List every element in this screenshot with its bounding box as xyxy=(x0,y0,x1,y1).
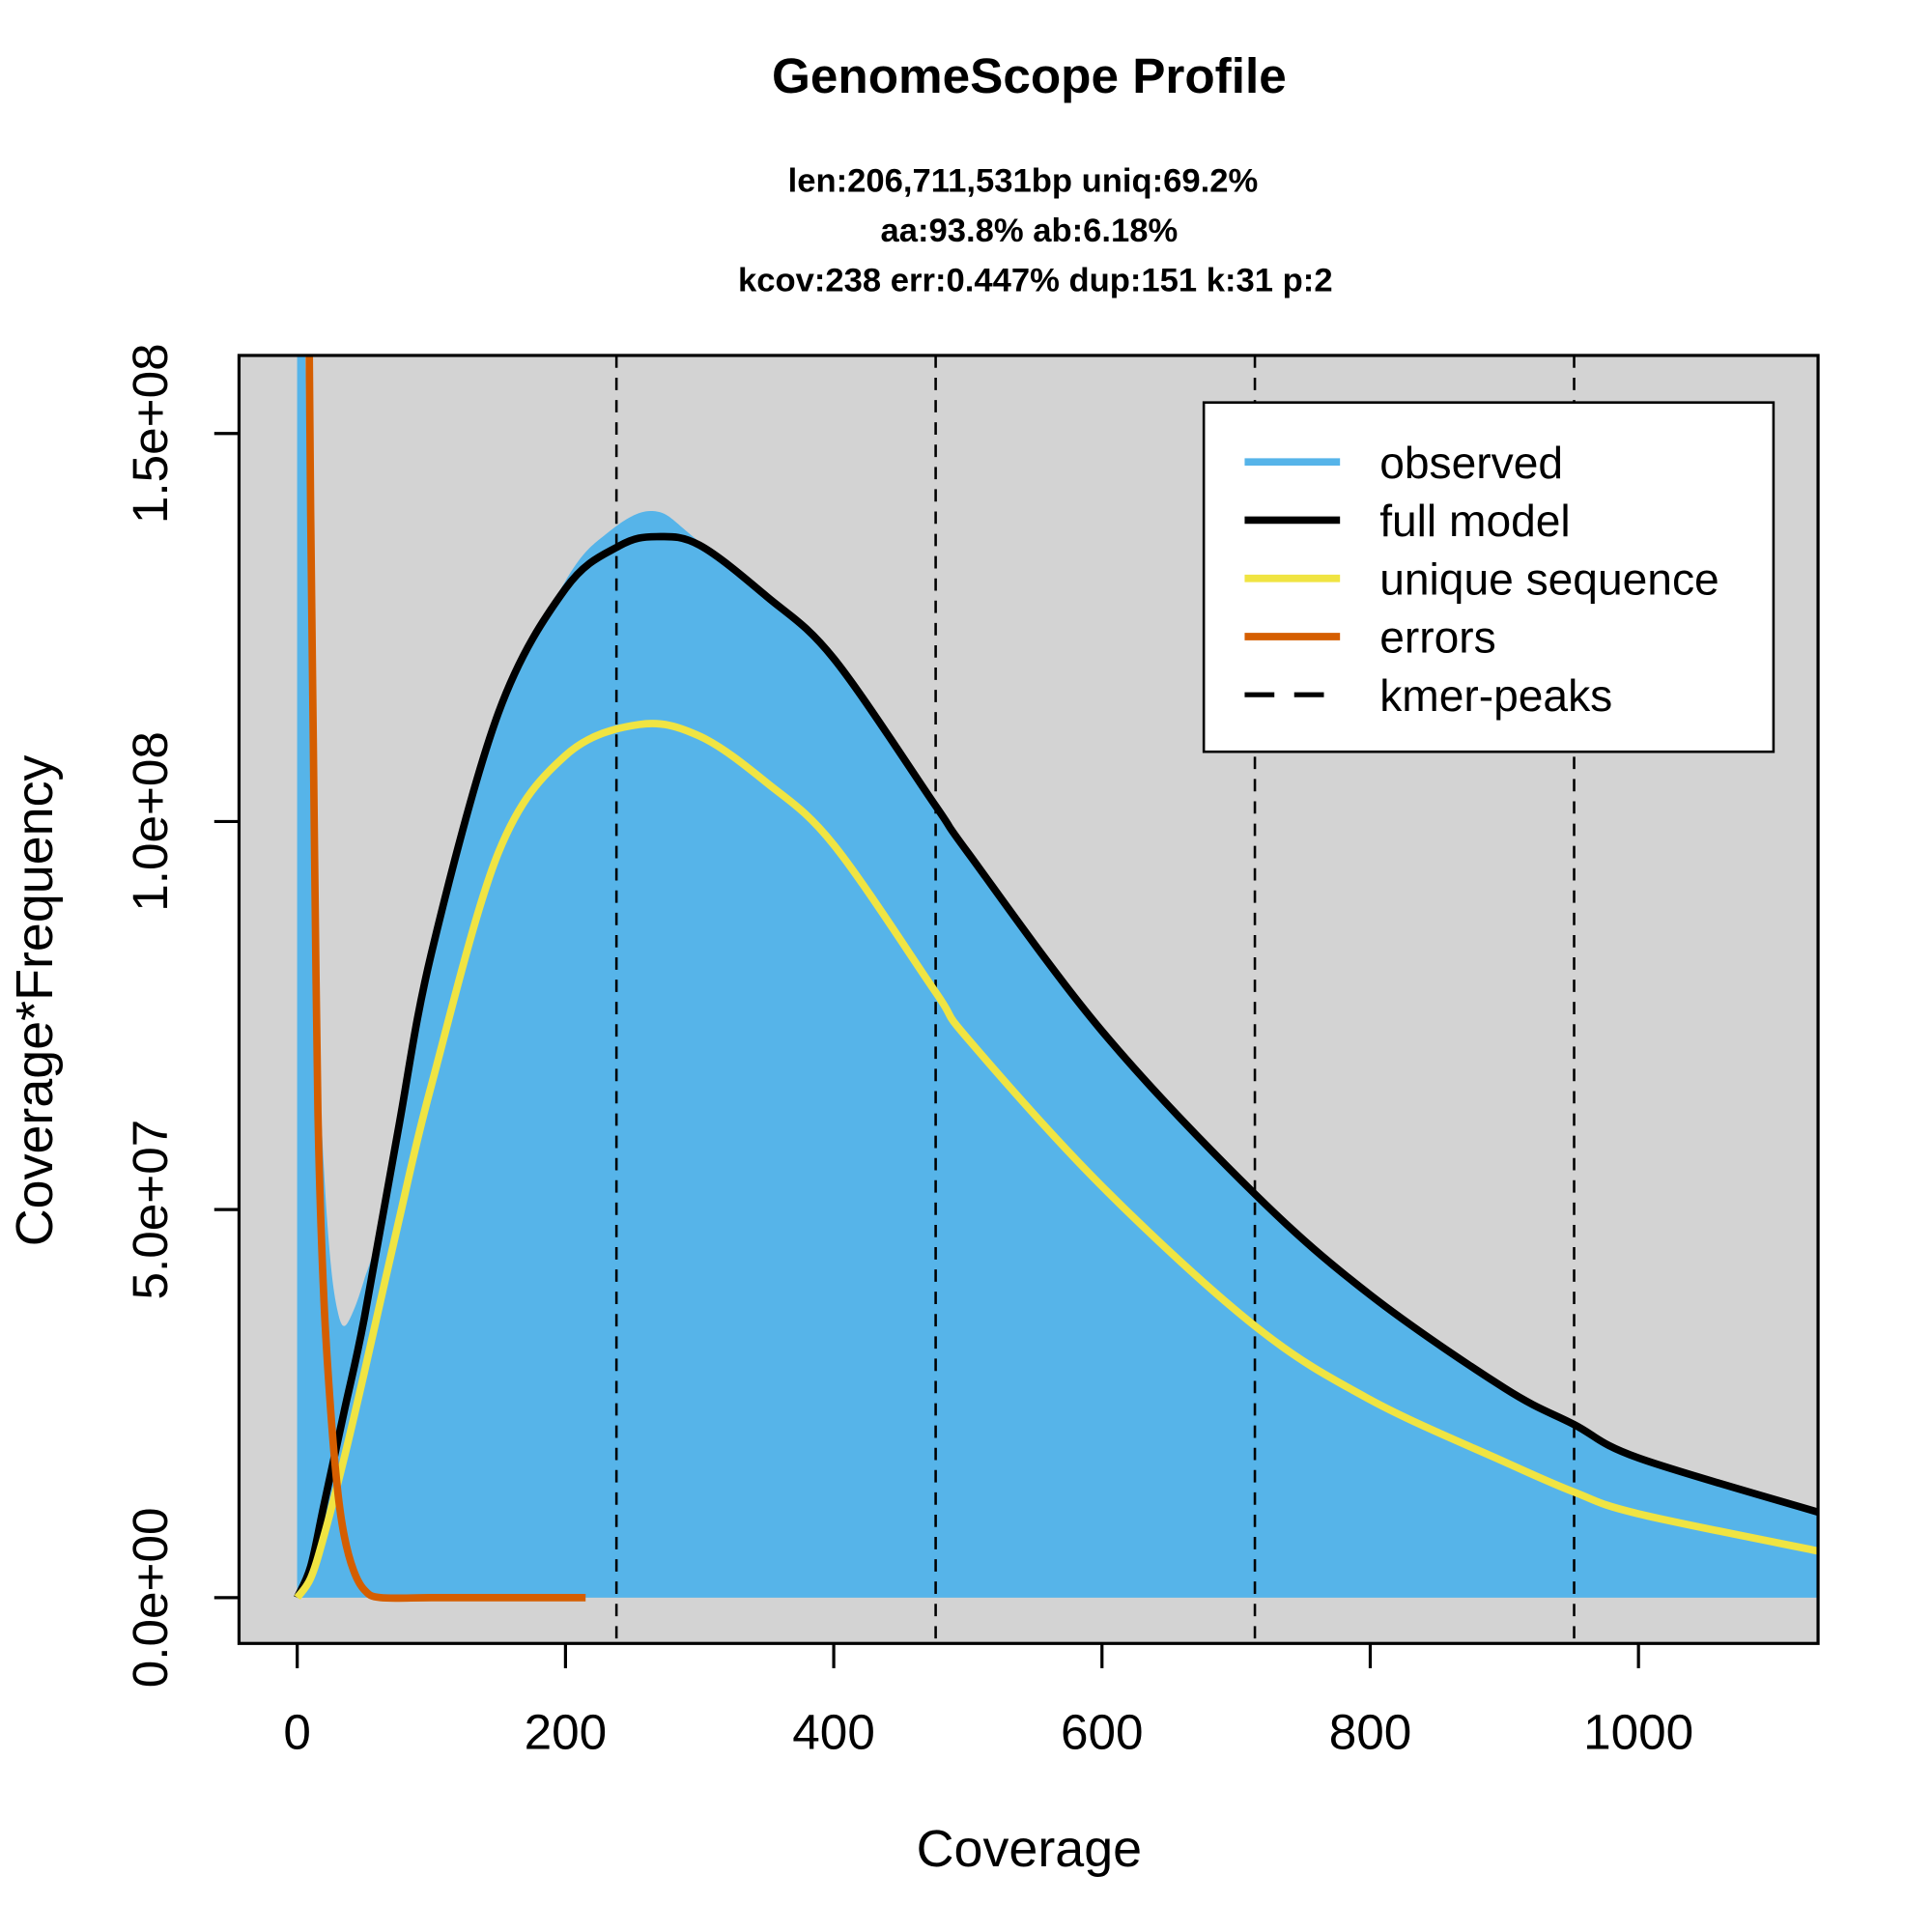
x-tick-label: 1000 xyxy=(1583,1704,1693,1759)
observed-low-coverage-spike xyxy=(297,355,306,1598)
x-tick-label: 800 xyxy=(1329,1704,1412,1759)
legend: observed full model unique sequence errors k… xyxy=(1202,401,1776,753)
y-axis-label: Coverage*Frequency xyxy=(6,754,64,1246)
y-tick-label: 1.0e+08 xyxy=(123,731,178,912)
subtitle-line-1: len:206,711,531bp uniq:69.2% xyxy=(788,163,1259,200)
legend-label: full model xyxy=(1379,496,1570,546)
y-tick-label: 5.0e+07 xyxy=(123,1120,178,1300)
legend-label: kmer-peaks xyxy=(1379,670,1612,721)
legend-label: observed xyxy=(1379,438,1563,488)
y-tick-label: 1.5e+08 xyxy=(123,343,178,524)
x-tick-label: 400 xyxy=(792,1704,875,1759)
errors-line xyxy=(305,355,586,1603)
x-tick-label: 600 xyxy=(1061,1704,1144,1759)
unique-sequence-line xyxy=(294,720,1819,1601)
subtitle-line-2: aa:93.8% ab:6.18% xyxy=(880,213,1178,249)
y-tick-label: 0.0e+00 xyxy=(123,1507,178,1688)
legend-label: errors xyxy=(1379,612,1496,663)
chart-title: GenomeScope Profile xyxy=(772,48,1287,103)
x-axis-label: Coverage xyxy=(917,1820,1142,1878)
plot-frame xyxy=(237,354,1820,1645)
subtitle-line-3: kcov:238 err:0.447% dup:151 k:31 p:2 xyxy=(738,262,1333,298)
x-tick-label: 200 xyxy=(525,1704,608,1759)
full-model-line xyxy=(294,532,1819,1600)
legend-label: unique sequence xyxy=(1379,554,1719,604)
x-tick-label: 0 xyxy=(283,1704,311,1759)
